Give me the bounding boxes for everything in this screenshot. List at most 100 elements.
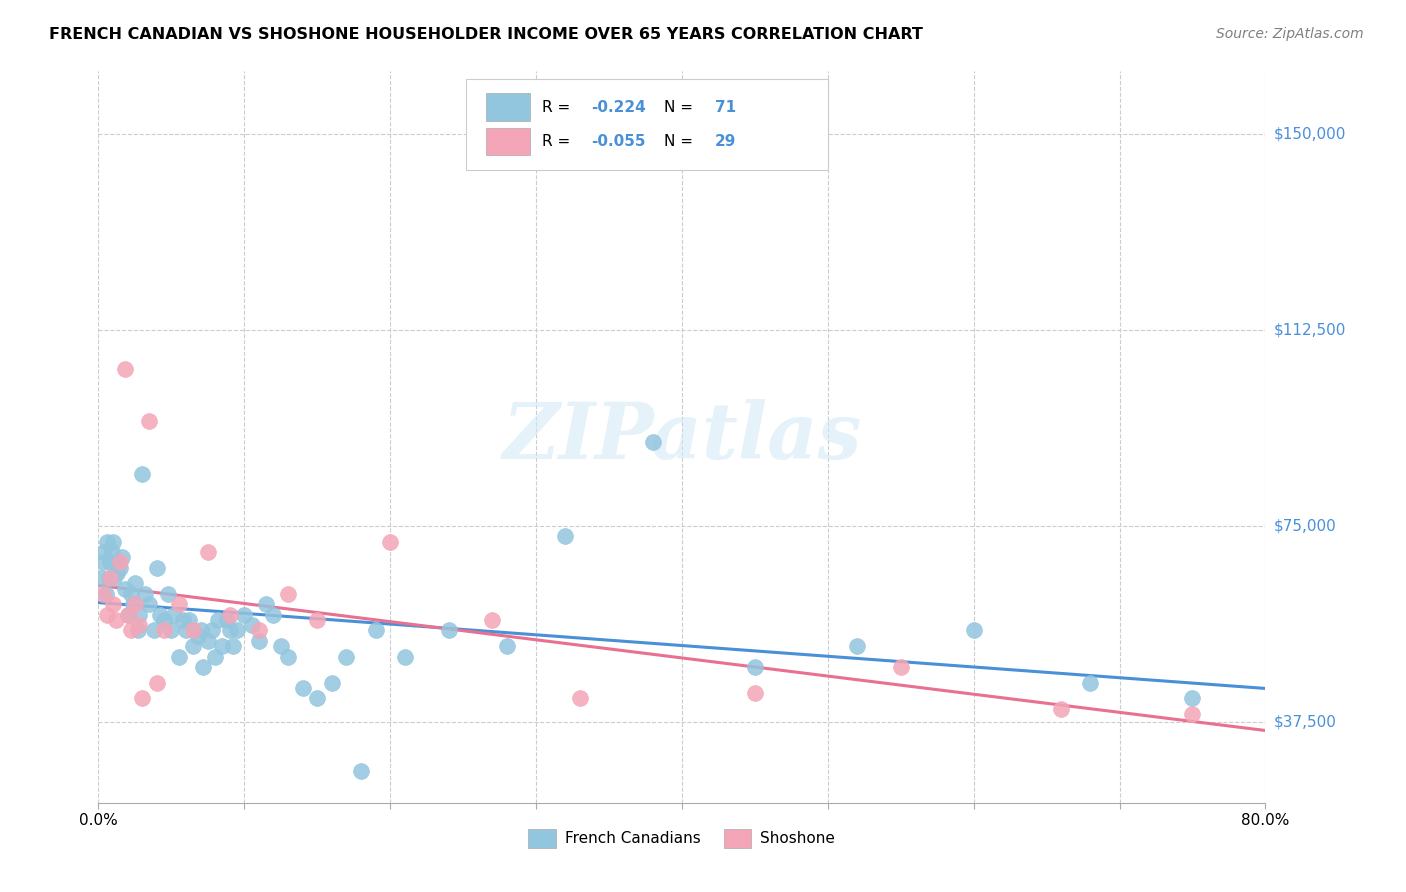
- Text: $37,500: $37,500: [1274, 714, 1337, 730]
- Point: [187, 629, 209, 643]
- Point: [104, 556, 127, 570]
- Point: [380, 534, 402, 549]
- Point: [101, 597, 124, 611]
- Point: [120, 587, 142, 601]
- Point: [128, 618, 150, 632]
- Point: [110, 556, 132, 570]
- Text: $150,000: $150,000: [1274, 127, 1346, 142]
- Point: [437, 624, 460, 638]
- Point: [277, 649, 299, 664]
- Point: [167, 597, 190, 611]
- Point: [114, 362, 136, 376]
- Text: N =: N =: [665, 100, 699, 115]
- Point: [193, 660, 215, 674]
- Point: [190, 624, 212, 638]
- Point: [153, 613, 176, 627]
- Point: [890, 660, 912, 674]
- Point: [105, 566, 128, 580]
- Point: [157, 587, 180, 601]
- Point: [307, 691, 329, 706]
- Text: $75,000: $75,000: [1274, 518, 1337, 533]
- Point: [110, 560, 132, 574]
- Point: [197, 545, 219, 559]
- Point: [1050, 702, 1073, 716]
- Point: [96, 534, 118, 549]
- Point: [127, 624, 149, 638]
- Point: [181, 639, 204, 653]
- Point: [142, 624, 165, 638]
- Point: [131, 467, 153, 481]
- Point: [211, 639, 233, 653]
- Point: [131, 691, 153, 706]
- Point: [962, 624, 984, 638]
- Point: [124, 597, 146, 611]
- Point: [481, 613, 503, 627]
- Point: [134, 587, 156, 601]
- Point: [554, 529, 576, 543]
- Point: [226, 624, 249, 638]
- Point: [120, 624, 142, 638]
- Point: [122, 597, 145, 611]
- Point: [215, 613, 238, 627]
- Point: [270, 639, 292, 653]
- Point: [240, 618, 263, 632]
- Point: [117, 607, 139, 622]
- Point: [181, 624, 204, 638]
- Text: FRENCH CANADIAN VS SHOSHONE HOUSEHOLDER INCOME OVER 65 YEARS CORRELATION CHART: FRENCH CANADIAN VS SHOSHONE HOUSEHOLDER …: [49, 27, 924, 42]
- Point: [163, 607, 186, 622]
- Point: [218, 624, 240, 638]
- Point: [1080, 675, 1102, 690]
- Point: [846, 639, 869, 653]
- Point: [93, 545, 115, 559]
- Point: [117, 607, 139, 622]
- Point: [307, 613, 329, 627]
- Point: [568, 691, 591, 706]
- Text: R =: R =: [541, 100, 575, 115]
- Point: [201, 624, 224, 638]
- Point: [138, 597, 160, 611]
- Point: [218, 607, 240, 622]
- FancyBboxPatch shape: [465, 78, 828, 170]
- Text: R =: R =: [541, 134, 575, 149]
- Point: [247, 633, 270, 648]
- Point: [335, 649, 357, 664]
- Text: Source: ZipAtlas.com: Source: ZipAtlas.com: [1216, 27, 1364, 41]
- Point: [146, 560, 169, 574]
- Point: [167, 649, 190, 664]
- Point: [744, 660, 766, 674]
- Text: 29: 29: [714, 134, 735, 149]
- Point: [91, 587, 114, 601]
- Legend: French Canadians, Shoshone: French Canadians, Shoshone: [523, 822, 841, 854]
- Text: 71: 71: [714, 100, 735, 115]
- Point: [350, 764, 373, 779]
- Point: [247, 624, 270, 638]
- Text: ZIPatlas: ZIPatlas: [502, 399, 862, 475]
- Point: [104, 613, 127, 627]
- Point: [153, 624, 176, 638]
- Point: [321, 675, 343, 690]
- FancyBboxPatch shape: [486, 94, 530, 121]
- Point: [124, 576, 146, 591]
- Point: [291, 681, 314, 695]
- Text: -0.224: -0.224: [591, 100, 645, 115]
- Point: [98, 571, 121, 585]
- Point: [96, 607, 118, 622]
- Point: [364, 624, 387, 638]
- Point: [207, 613, 229, 627]
- Point: [149, 607, 172, 622]
- Point: [394, 649, 416, 664]
- Point: [174, 624, 197, 638]
- Point: [98, 556, 121, 570]
- Point: [641, 435, 664, 450]
- Point: [197, 633, 219, 648]
- FancyBboxPatch shape: [486, 128, 530, 155]
- Point: [91, 556, 114, 570]
- Point: [177, 613, 200, 627]
- Point: [138, 414, 160, 428]
- Text: $112,500: $112,500: [1274, 323, 1346, 337]
- Text: N =: N =: [665, 134, 699, 149]
- Point: [90, 571, 112, 585]
- Point: [97, 571, 120, 585]
- Point: [146, 675, 169, 690]
- Point: [221, 639, 243, 653]
